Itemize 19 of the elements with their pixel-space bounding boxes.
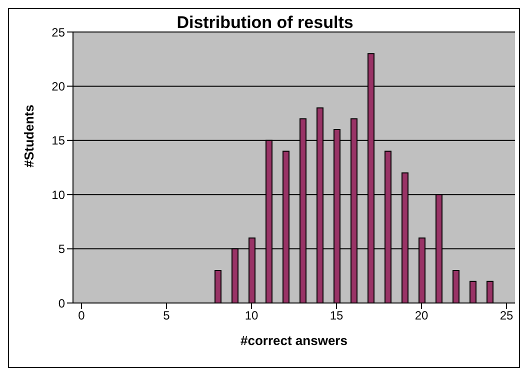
bar xyxy=(470,280,476,303)
bar xyxy=(486,280,494,303)
bar xyxy=(214,270,222,303)
y-tick-label: 25 xyxy=(52,25,66,40)
x-tick-label: 5 xyxy=(163,308,170,323)
x-tick-label: 15 xyxy=(330,308,344,323)
chart-title: Distribution of results xyxy=(176,13,354,32)
y-tick-label: 0 xyxy=(58,296,66,310)
x-tick-label: 25 xyxy=(500,308,514,323)
y-tick-label: 15 xyxy=(52,134,66,148)
bar xyxy=(452,270,460,303)
x-axis-title: #correct answers xyxy=(240,333,348,348)
x-tick-label: 0 xyxy=(78,308,86,323)
x-tick-label: 10 xyxy=(244,308,258,323)
y-tick-label: 10 xyxy=(52,188,66,202)
y-axis-title: #Students xyxy=(22,104,37,168)
x-tick-label: 20 xyxy=(414,308,428,323)
y-tick-label: 5 xyxy=(58,242,66,256)
y-tick-label: 20 xyxy=(52,79,66,94)
